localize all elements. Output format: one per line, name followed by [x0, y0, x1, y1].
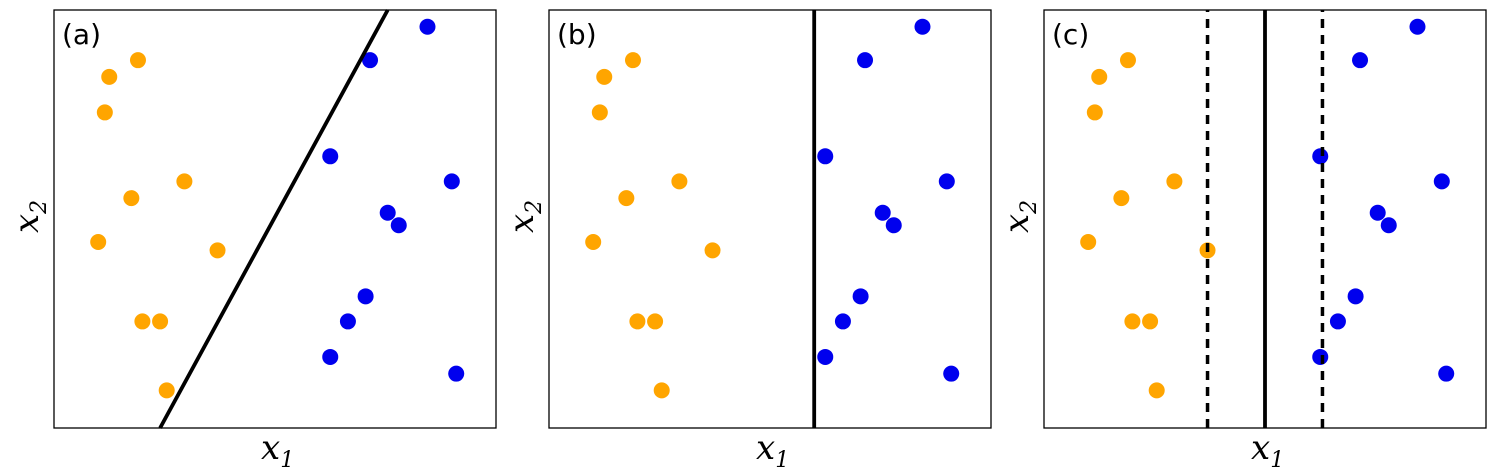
- blue-point: [1433, 173, 1450, 190]
- plot-frame: [53, 9, 497, 429]
- orange-point: [704, 242, 721, 259]
- blue-point: [362, 52, 379, 69]
- orange-point: [591, 104, 608, 121]
- blue-point: [817, 148, 834, 165]
- blue-point: [322, 148, 339, 165]
- blue-point: [1409, 18, 1426, 35]
- orange-point: [647, 313, 664, 330]
- orange-point: [134, 313, 151, 330]
- blue-point: [1369, 204, 1386, 221]
- orange-point: [618, 190, 635, 207]
- blue-point: [322, 348, 339, 365]
- orange-point: [209, 242, 226, 259]
- blue-point: [357, 288, 374, 305]
- plot-frame: [548, 9, 992, 429]
- orange-point: [152, 313, 169, 330]
- blue-point: [339, 313, 356, 330]
- panel-label: (b): [557, 18, 597, 51]
- orange-point: [1113, 190, 1130, 207]
- blue-point: [1312, 348, 1329, 365]
- y-axis-label-main: x: [997, 214, 1037, 233]
- orange-point: [1091, 68, 1108, 85]
- blue-point: [943, 365, 960, 382]
- y-axis-label-main: x: [502, 214, 542, 233]
- y-axis-label: x2: [502, 200, 547, 233]
- orange-point: [129, 52, 146, 69]
- blue-point: [834, 313, 851, 330]
- orange-point: [671, 173, 688, 190]
- blue-point: [1438, 365, 1455, 382]
- blue-point: [938, 173, 955, 190]
- x-axis-label-main: x: [756, 428, 775, 468]
- orange-point: [585, 233, 602, 250]
- x-axis-label: x1: [1251, 428, 1284, 470]
- orange-point: [653, 382, 670, 399]
- blue-point: [390, 217, 407, 234]
- x-axis-label-subscript: 1: [280, 448, 294, 470]
- orange-point: [101, 68, 118, 85]
- blue-point: [817, 348, 834, 365]
- orange-point: [1080, 233, 1097, 250]
- blue-point: [1329, 313, 1346, 330]
- blue-point: [1380, 217, 1397, 234]
- orange-point: [96, 104, 113, 121]
- orange-point: [629, 313, 646, 330]
- orange-point: [1124, 313, 1141, 330]
- x-axis-label-main: x: [1251, 428, 1270, 468]
- x-axis-label-subscript: 1: [1270, 448, 1284, 470]
- x-axis-label: x1: [756, 428, 789, 470]
- orange-point: [123, 190, 140, 207]
- orange-point: [90, 233, 107, 250]
- blue-point: [852, 288, 869, 305]
- y-axis-label: x2: [997, 200, 1042, 233]
- x-axis-label-subscript: 1: [775, 448, 789, 470]
- y-axis-label-subscript: 2: [1017, 200, 1042, 215]
- y-axis-label-main: x: [7, 214, 47, 233]
- x-axis-label: x1: [261, 428, 294, 470]
- panel-label: (a): [62, 18, 101, 51]
- orange-point: [624, 52, 641, 69]
- orange-point: [1166, 173, 1183, 190]
- x-axis-label-main: x: [261, 428, 280, 468]
- orange-point: [176, 173, 193, 190]
- blue-point: [1347, 288, 1364, 305]
- decision-boundary: [158, 9, 390, 429]
- orange-point: [596, 68, 613, 85]
- y-axis-label: x2: [7, 200, 52, 233]
- blue-point: [419, 18, 436, 35]
- blue-point: [1352, 52, 1369, 69]
- y-axis-label-subscript: 2: [522, 200, 547, 215]
- orange-point: [1086, 104, 1103, 121]
- orange-point: [1148, 382, 1165, 399]
- y-axis-label-subscript: 2: [27, 200, 52, 215]
- blue-point: [857, 52, 874, 69]
- blue-point: [443, 173, 460, 190]
- orange-point: [1119, 52, 1136, 69]
- blue-point: [885, 217, 902, 234]
- blue-point: [1312, 148, 1329, 165]
- orange-point: [1142, 313, 1159, 330]
- panel-label: (c): [1052, 18, 1089, 51]
- blue-point: [874, 204, 891, 221]
- orange-point: [158, 382, 175, 399]
- blue-point: [914, 18, 931, 35]
- blue-point: [379, 204, 396, 221]
- blue-point: [448, 365, 465, 382]
